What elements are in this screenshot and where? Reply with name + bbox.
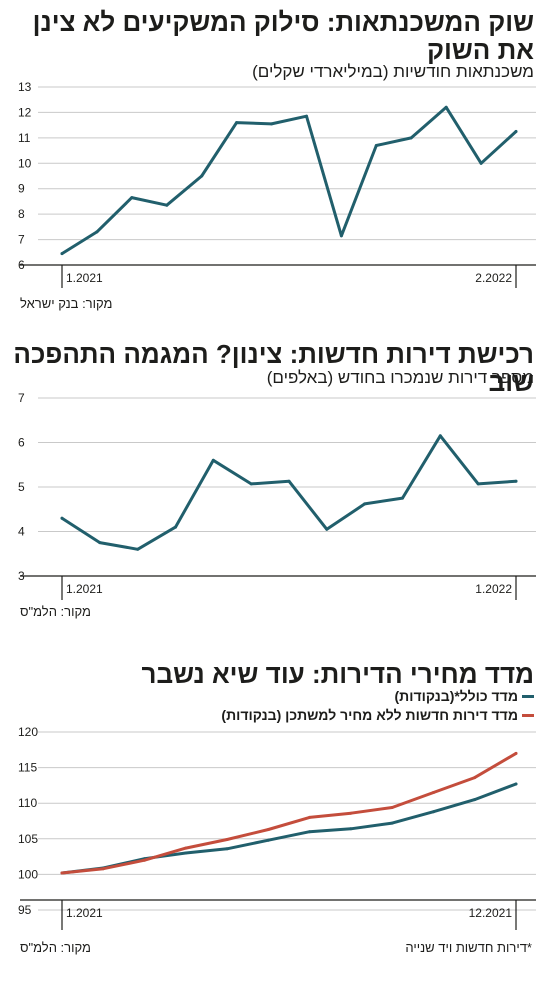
- data-point-0-6: [270, 122, 273, 126]
- data-point-0-10: [438, 434, 442, 438]
- y-tick-label-6: 6: [18, 436, 25, 450]
- legend-label-new-apartments-index: מדד דירות חדשות ללא מחיר למשתכן (בנקודות…: [221, 707, 518, 723]
- series-line-0: [60, 105, 518, 256]
- series-line-1: [60, 751, 518, 875]
- x-tick-label-end: 1.2022: [475, 582, 512, 596]
- chart2-title: רכישת דירות חדשות: צינון? המגמה התהפכה ש…: [13, 339, 534, 397]
- y-tick-label-10: 10: [18, 156, 32, 170]
- chart3-footnote: *דירות חדשות ויד שנייה: [405, 940, 532, 955]
- data-point-0-8: [339, 234, 343, 238]
- data-point-0-4: [200, 174, 204, 178]
- series-line-0: [60, 782, 518, 875]
- data-point-1-7: [349, 811, 353, 815]
- data-point-0-4: [225, 847, 229, 851]
- chart2-subtitle: מספר דירות שנמכרו בחודש (באלפים): [266, 368, 534, 387]
- data-point-0-7: [349, 827, 353, 831]
- chart2-source: מקור: הלמ"ס: [20, 604, 91, 619]
- x-tick-label-start: 1.2021: [66, 582, 103, 596]
- data-point-0-6: [308, 830, 312, 834]
- data-point-1-8: [390, 806, 394, 809]
- data-point-0-10: [409, 136, 413, 140]
- y-tick-label-5: 5: [18, 480, 25, 494]
- x-tick-label-start: 1.2021: [66, 906, 103, 920]
- data-point-0-4: [211, 458, 215, 462]
- legend-swatch-teal: [522, 694, 534, 698]
- data-point-0-3: [184, 851, 188, 855]
- data-point-0-8: [363, 502, 367, 506]
- data-point-1-10: [473, 776, 477, 780]
- legend-swatch-red: [522, 713, 534, 717]
- data-point-0-13: [514, 130, 518, 133]
- data-point-1-0: [60, 871, 64, 875]
- y-tick-label-115: 115: [18, 761, 37, 775]
- x-tick-label-end: 2.2022: [475, 271, 512, 285]
- data-point-0-0: [60, 516, 64, 520]
- data-point-0-11: [514, 782, 518, 786]
- data-point-1-2: [143, 858, 146, 862]
- data-point-0-7: [325, 527, 329, 531]
- data-point-0-6: [287, 479, 291, 483]
- x-tick-label-start: 1.2021: [66, 271, 103, 285]
- data-point-0-7: [305, 114, 308, 118]
- data-point-0-5: [235, 121, 239, 125]
- legend-label-total-index: מדד כולל*(בנקודות): [394, 688, 518, 704]
- chart3-source: מקור: הלמ"ס: [20, 940, 91, 955]
- y-tick-label-105: 105: [18, 832, 38, 846]
- chart1-subtitle: משכנתאות חודשיות (במיליארדי שקלים): [252, 62, 534, 81]
- y-tick-label-13: 13: [18, 80, 32, 94]
- data-point-0-11: [444, 105, 448, 109]
- series-line-0: [60, 434, 518, 551]
- data-point-0-3: [165, 203, 169, 207]
- data-point-1-6: [308, 815, 312, 819]
- data-point-0-12: [514, 479, 518, 483]
- data-point-0-5: [266, 838, 270, 842]
- data-point-0-9: [432, 810, 435, 814]
- y-tick-label-8: 8: [18, 207, 25, 221]
- data-point-0-11: [476, 482, 480, 486]
- y-tick-label-12: 12: [18, 105, 32, 119]
- y-tick-label-11: 11: [18, 131, 31, 145]
- chart3-price-index-line-chart: 95 100 105 110 115 120 1.2021 12.2021: [18, 725, 536, 930]
- data-point-0-2: [136, 547, 140, 551]
- chart1-title: שוק המשכנתאות: סילוק המשקיעים לא צינן את…: [32, 7, 534, 65]
- y-tick-label-100: 100: [18, 867, 38, 881]
- y-tick-label-120: 120: [18, 725, 38, 739]
- data-point-0-9: [401, 496, 404, 500]
- data-point-0-12: [479, 161, 483, 165]
- chart1-source: מקור: בנק ישראל: [20, 296, 113, 311]
- data-point-0-8: [390, 821, 394, 825]
- y-tick-label-4: 4: [18, 525, 25, 539]
- y-tick-label-95: 95: [18, 903, 32, 917]
- data-point-1-4: [225, 838, 229, 841]
- data-point-0-1: [98, 541, 102, 545]
- data-point-0-1: [95, 230, 99, 234]
- legend-item-new-apartments-index: מדד דירות חדשות ללא מחיר למשתכן (בנקודות…: [221, 706, 534, 724]
- data-point-0-0: [60, 252, 64, 256]
- data-point-1-5: [266, 828, 270, 831]
- y-tick-label-7: 7: [18, 233, 25, 247]
- data-point-1-11: [514, 751, 518, 755]
- data-point-0-3: [174, 525, 177, 529]
- y-tick-label-9: 9: [18, 182, 25, 196]
- y-tick-label-110: 110: [18, 796, 37, 810]
- data-point-0-5: [249, 482, 253, 486]
- x-tick-label-end: 12.2021: [469, 906, 513, 920]
- data-point-0-2: [130, 196, 134, 200]
- data-point-1-9: [432, 791, 435, 794]
- data-point-0-9: [374, 144, 378, 147]
- chart3-title: מדד מחירי הדירות: עוד שיא נשבר: [141, 659, 534, 689]
- data-point-0-10: [473, 798, 477, 802]
- legend-item-total-index: מדד כולל*(בנקודות): [395, 687, 534, 705]
- data-point-1-1: [101, 867, 105, 871]
- y-tick-label-7: 7: [18, 391, 25, 405]
- data-point-1-3: [184, 846, 188, 850]
